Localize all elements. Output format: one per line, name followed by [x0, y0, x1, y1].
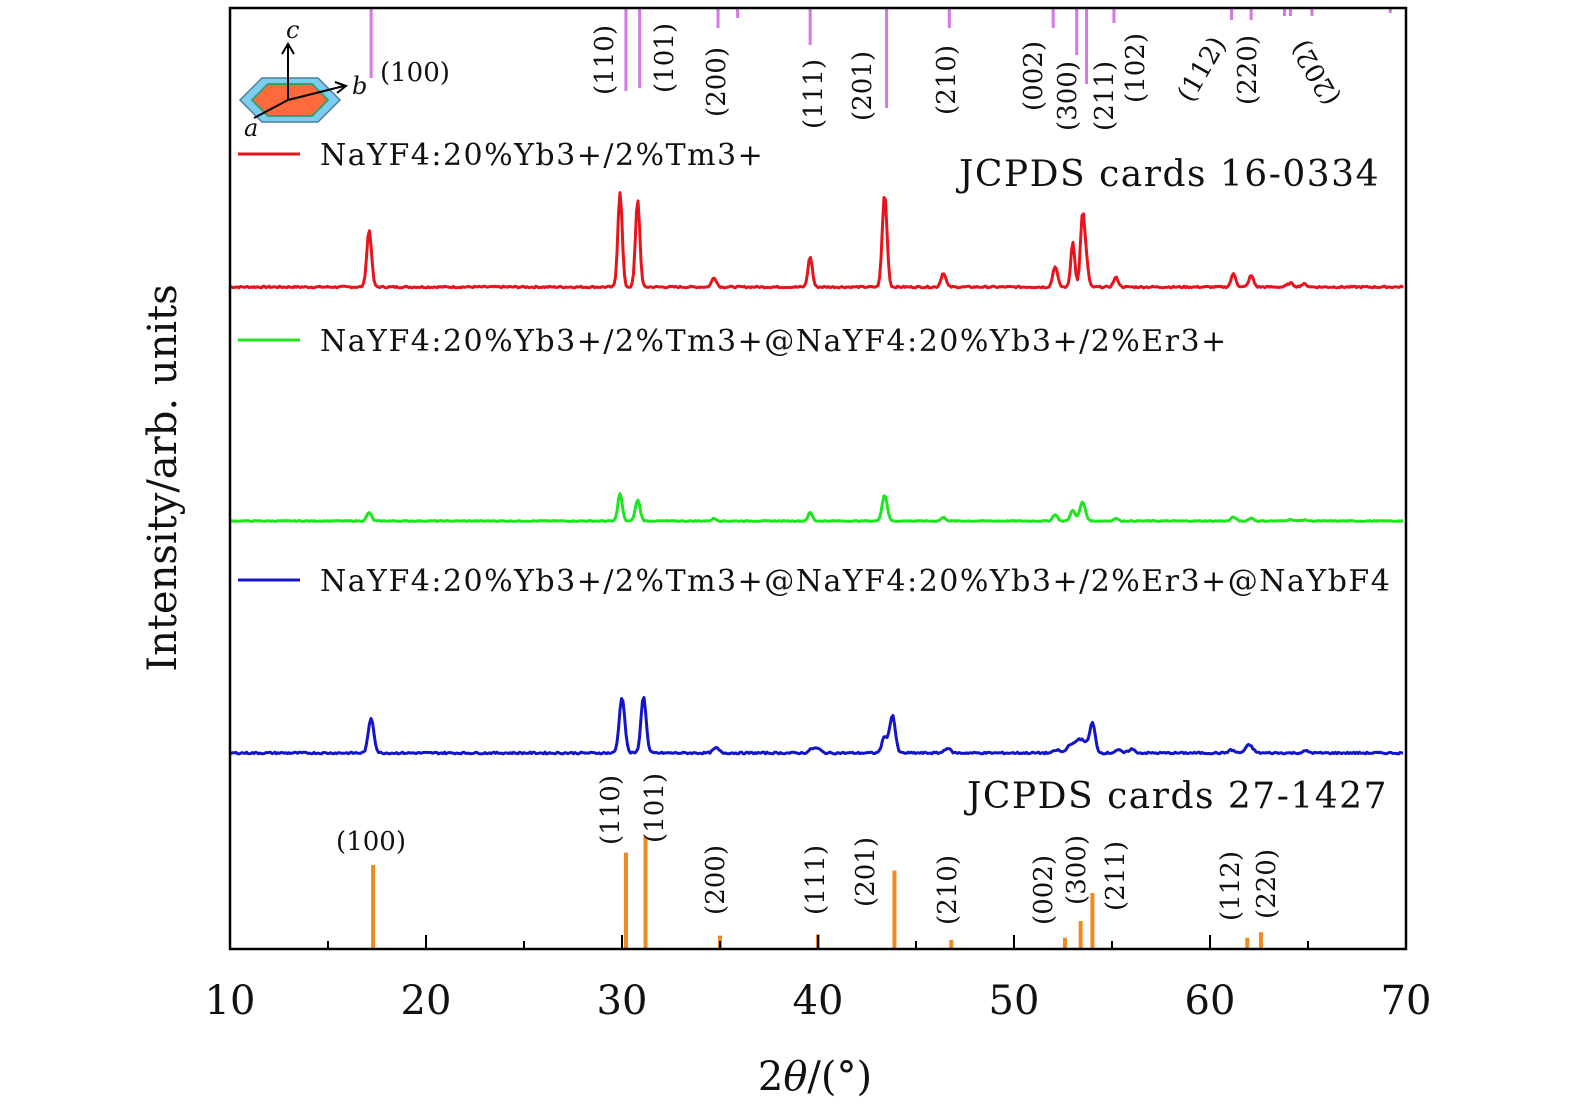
x-tick-label-10: 10	[205, 978, 256, 1024]
crystal-inset: a b c	[238, 16, 367, 142]
ref-top-hkl-label-8: (210)	[932, 45, 962, 115]
ref-bottom-hkl-label-9: (300)	[1062, 835, 1092, 905]
axis-b-arrow	[287, 85, 345, 101]
traces-group	[229, 191, 1405, 756]
x-axis: 10 20 30 40 50 60 70	[205, 935, 1432, 1024]
ref-top-hkl-label-1: (100)	[380, 58, 450, 88]
ref-top-hkl-label-10: (300)	[1053, 61, 1083, 131]
x-tick-label-20: 20	[401, 978, 452, 1024]
ref-top-hkl-label-11: (211)	[1090, 61, 1120, 131]
ref-top-hkl-label-16: (202)	[1286, 35, 1347, 111]
x-axis-label: 2θ/(°)	[758, 1054, 872, 1100]
ref-bottom-hkl-label-4: (200)	[701, 845, 731, 915]
legend-label-2: NaYF4:20%Yb3+/2%Tm3+@NaYF4:20%Yb3+/2%Er3…	[320, 324, 1228, 359]
reference-card-bottom-group: (100) (110) (101) (200) (111) (201) (210) (002)…	[336, 773, 1388, 949]
axis-letter-c: c	[286, 16, 299, 44]
ref-bottom-hkl-label-6: (201)	[851, 837, 881, 907]
ref-top-hkl-label-7: (201)	[848, 51, 878, 121]
ref-bottom-hkl-label-5: (111)	[801, 845, 831, 915]
ref-top-hkl-label-2: (110)	[590, 25, 620, 95]
ref-bottom-hkl-label-12: (220)	[1252, 849, 1282, 919]
x-tick-label-30: 30	[597, 978, 648, 1024]
trace-line-2	[229, 492, 1404, 523]
ref-bottom-hkl-label-11: (112)	[1216, 851, 1246, 921]
ref-bottom-hkl-label-10: (211)	[1101, 841, 1131, 911]
trace-line-3	[229, 696, 1404, 756]
ref-top-hkl-label-4: (200)	[702, 47, 732, 117]
ref-top-hkl-label-3: (101)	[650, 23, 680, 93]
ref-bottom-hkl-label-1: (100)	[336, 827, 406, 857]
axis-c-head	[281, 42, 295, 55]
ref-top-hkl-label-14: (220)	[1233, 35, 1263, 105]
ref-top-hkl-label-13: (112)	[1172, 32, 1233, 108]
reference-card-top-group: (100) (110) (101) (200) (111) (201) (210) (002)…	[369, 8, 1392, 195]
x-tick-label-70: 70	[1381, 978, 1432, 1024]
x-tick-label-60: 60	[1185, 978, 1236, 1024]
ref-top-card-name: JCPDS cards 16-0334	[955, 154, 1380, 195]
ref-bottom-hkl-label-3: (101)	[640, 773, 670, 843]
legend-group: NaYF4:20%Yb3+/2%Tm3+ NaYF4:20%Yb3+/2%Tm3+…	[238, 138, 1391, 599]
trace-line-1	[229, 191, 1405, 290]
ref-top-hkl-label-12: (102)	[1121, 33, 1151, 103]
ref-top-hkl-label-6: (111)	[799, 59, 829, 129]
ref-top-hkl-label-9: (002)	[1019, 41, 1049, 111]
legend-label-1: NaYF4:20%Yb3+/2%Tm3+	[320, 138, 764, 173]
axis-a-arrow	[253, 99, 289, 119]
ref-bottom-hkl-label-2: (110)	[596, 775, 626, 845]
ref-bottom-hkl-label-7: (210)	[933, 855, 963, 925]
axis-letter-b: b	[352, 72, 367, 100]
legend-label-3: NaYF4:20%Yb3+/2%Tm3+@NaYF4:20%Yb3+/2%Er3…	[320, 564, 1391, 599]
x-tick-label-40: 40	[793, 978, 844, 1024]
x-tick-label-50: 50	[989, 978, 1040, 1024]
axis-b-head	[334, 81, 349, 94]
ref-bottom-card-name: JCPDS cards 27-1427	[963, 776, 1388, 817]
y-axis-label: Intensity/arb. units	[140, 284, 186, 671]
axis-letter-a: a	[244, 114, 258, 142]
ref-bottom-hkl-label-8: (002)	[1029, 855, 1059, 925]
